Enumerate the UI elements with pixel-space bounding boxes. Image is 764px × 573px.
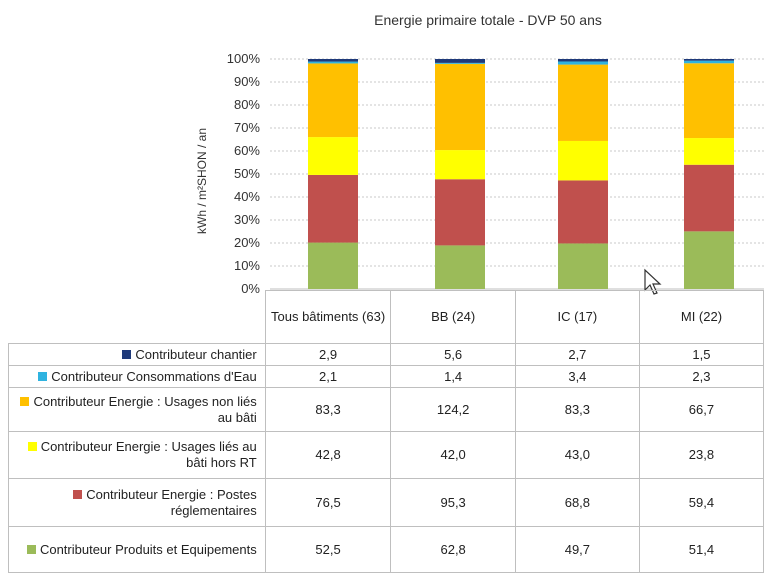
legend-label: Contributeur Consommations d'Eau <box>51 368 257 384</box>
legend-swatch <box>27 442 37 451</box>
legend-swatch <box>73 489 83 499</box>
y-tick-label: 50% <box>234 166 260 181</box>
y-tick-label: 20% <box>234 235 260 250</box>
table-cell: 124,2 <box>390 387 516 432</box>
bar-segment <box>558 64 608 141</box>
y-tick-label: 40% <box>234 189 260 204</box>
bar-segment <box>435 59 485 63</box>
bar-segment <box>308 137 358 175</box>
legend-label: Contributeur Energie : Usages liés au bâ… <box>40 439 257 470</box>
bar-segment <box>435 150 485 180</box>
legend-swatch <box>122 349 132 359</box>
legend-swatch <box>38 371 48 381</box>
table-corner <box>8 290 266 344</box>
category-label: IC (17) <box>514 290 640 344</box>
y-tick-label: 100% <box>227 51 261 66</box>
legend-label: Contributeur Energie : Postes réglementa… <box>86 486 257 518</box>
legend-swatch <box>20 396 30 406</box>
chart-area: Energie primaire totale - DVP 50 ans kWh… <box>195 12 764 296</box>
table-row: Contributeur Energie : Usages non liés a… <box>8 387 764 432</box>
legend-swatch <box>26 544 36 554</box>
bar-segment <box>308 59 358 62</box>
category-label: BB (24) <box>390 290 516 344</box>
bar-segment <box>308 63 358 138</box>
y-axis-label: kWh / m²SHON / an <box>195 128 209 234</box>
table-cell: 43,0 <box>514 431 640 479</box>
legend-entry: Contributeur Energie : Usages non liés a… <box>8 387 266 432</box>
table-cell: 1,4 <box>390 365 516 388</box>
table-cell: 23,8 <box>638 431 764 479</box>
table-cell: 83,3 <box>264 387 392 432</box>
bar-segment <box>684 138 734 165</box>
table-row: Contributeur Produits et Equipements 52,5… <box>8 526 764 573</box>
legend-entry: Contributeur Consommations d'Eau <box>8 365 266 388</box>
table-cell: 5,6 <box>390 343 516 366</box>
bar-segment <box>684 164 734 232</box>
chart-title: Energie primaire totale - DVP 50 ans <box>374 12 602 28</box>
y-tick-label: 10% <box>234 258 260 273</box>
table-cell: 1,5 <box>638 343 764 366</box>
table-row: Contributeur Consommations d'Eau 2,1 1,4 3,… <box>8 365 764 388</box>
bar-segment <box>558 61 608 65</box>
category-label: Tous bâtiments (63) <box>264 290 392 344</box>
bar-segment <box>684 63 734 139</box>
bar-segment <box>435 245 485 289</box>
table-cell: 2,1 <box>264 365 392 388</box>
bar-segment <box>558 140 608 181</box>
y-axis: 0%10%20%30%40%50%60%70%80%90%100% <box>227 51 261 296</box>
table-row: Contributeur Energie : Usages liés au bâ… <box>8 431 764 479</box>
bar-segment <box>435 179 485 246</box>
table-cell: 2,9 <box>264 343 392 366</box>
legend-entry: Contributeur Energie : Postes réglementa… <box>8 478 266 527</box>
y-tick-label: 80% <box>234 97 260 112</box>
y-tick-label: 60% <box>234 143 260 158</box>
legend-entry: Contributeur Produits et Equipements <box>8 526 266 573</box>
bar-segment <box>308 61 358 64</box>
data-table: Tous bâtiments (63) BB (24) IC (17) MI (22)… <box>8 290 764 573</box>
table-cell: 2,3 <box>638 365 764 388</box>
table-cell: 66,7 <box>638 387 764 432</box>
bar-segment <box>308 242 358 289</box>
bar-segment <box>558 59 608 62</box>
table-cell: 95,3 <box>390 478 516 527</box>
table-cell: 42,8 <box>264 431 392 479</box>
category-label: MI (22) <box>638 290 764 344</box>
bar-segment <box>558 180 608 244</box>
table-cell: 76,5 <box>264 478 392 527</box>
legend-label: Contributeur chantier <box>135 346 257 362</box>
table-cell: 52,5 <box>264 526 392 573</box>
bar-segment <box>684 231 734 289</box>
legend-label: Contributeur Energie : Usages non liés a… <box>33 393 257 425</box>
table-cell: 49,7 <box>514 526 640 573</box>
legend-label: Contributeur Produits et Equipements <box>39 541 257 557</box>
legend-entry: Contributeur chantier <box>8 343 266 366</box>
table-cell: 2,7 <box>514 343 640 366</box>
table-row: Contributeur Energie : Postes réglementa… <box>8 478 764 527</box>
table-cell: 59,4 <box>638 478 764 527</box>
table-cell: 83,3 <box>514 387 640 432</box>
table-cell: 68,8 <box>514 478 640 527</box>
y-tick-label: 90% <box>234 74 260 89</box>
table-cell: 42,0 <box>390 431 516 479</box>
y-tick-label: 30% <box>234 212 260 227</box>
bars <box>308 59 734 289</box>
table-cell: 62,8 <box>390 526 516 573</box>
legend-entry: Contributeur Energie : Usages liés au bâ… <box>8 431 266 479</box>
bar-segment <box>684 59 734 61</box>
table-row: Contributeur chantier 2,9 5,6 2,7 1,5 <box>8 343 764 366</box>
table-cell: 51,4 <box>638 526 764 573</box>
bar-segment <box>558 243 608 289</box>
bar-segment <box>308 174 358 243</box>
y-tick-label: 70% <box>234 120 260 135</box>
bar-segment <box>435 62 485 64</box>
bar-segment <box>684 60 734 64</box>
table-cell: 3,4 <box>514 365 640 388</box>
bar-segment <box>435 63 485 151</box>
